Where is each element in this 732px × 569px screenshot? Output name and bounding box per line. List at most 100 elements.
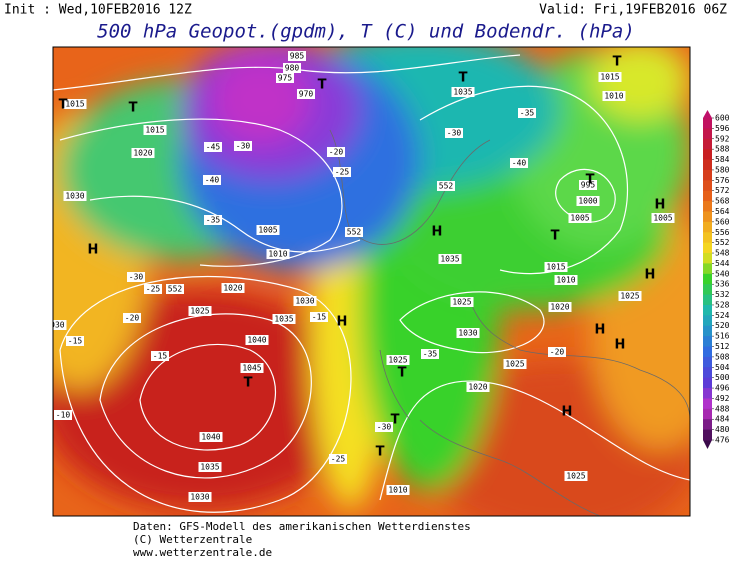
isobar-label: 1025 bbox=[452, 298, 471, 307]
colorbar-label: 572 bbox=[715, 186, 730, 195]
isobar-label: 1020 bbox=[133, 149, 152, 158]
label-box bbox=[288, 51, 306, 61]
temp-label: -40 bbox=[512, 159, 527, 168]
temp-label: -25 bbox=[146, 285, 161, 294]
isobar-label: 1015 bbox=[65, 100, 84, 109]
isobar-label: 1030 bbox=[295, 297, 314, 306]
temp-label: -40 bbox=[205, 176, 220, 185]
isobar-label: 1005 bbox=[653, 214, 672, 223]
label-box bbox=[618, 291, 642, 301]
pressure-center: H bbox=[615, 338, 626, 353]
label-box bbox=[199, 432, 223, 442]
colorbar-swatch bbox=[703, 211, 712, 223]
colorbar-swatch bbox=[703, 118, 712, 129]
colorbar-swatch bbox=[703, 149, 712, 161]
isobar-label: 1015 bbox=[600, 73, 619, 82]
isobar-label: 1040 bbox=[247, 336, 266, 345]
isobar-label: 1005 bbox=[258, 226, 277, 235]
label-box bbox=[283, 63, 301, 73]
isobar-label: 1010 bbox=[556, 276, 575, 285]
isobar-label: 1010 bbox=[388, 486, 407, 495]
colorbar-label: 532 bbox=[715, 290, 730, 299]
label-box bbox=[450, 297, 474, 307]
label-box bbox=[151, 351, 169, 361]
temp-label: -15 bbox=[312, 313, 327, 322]
label-box bbox=[143, 125, 167, 135]
label-box bbox=[63, 191, 87, 201]
colorbar-label: 584 bbox=[715, 155, 730, 164]
colorbar-label: 580 bbox=[715, 165, 730, 174]
label-box bbox=[54, 410, 72, 420]
label-box bbox=[166, 284, 184, 294]
colorbar-swatch bbox=[703, 398, 712, 410]
label-box bbox=[386, 355, 410, 365]
label-box bbox=[198, 462, 222, 472]
colorbar-label: 568 bbox=[715, 197, 730, 206]
colorbar-label: 528 bbox=[715, 300, 730, 309]
label-box bbox=[240, 363, 264, 373]
colorbar-label: 492 bbox=[715, 394, 730, 403]
isobar-label: 1025 bbox=[566, 472, 585, 481]
colorbar-swatch bbox=[703, 336, 712, 348]
pressure-center: H bbox=[562, 405, 573, 420]
colorbar-bottom-arrow bbox=[703, 440, 712, 449]
pressure-center: H bbox=[595, 323, 606, 338]
colorbar-swatch bbox=[703, 128, 712, 140]
label-box bbox=[554, 275, 578, 285]
isobar-label: 995 bbox=[581, 181, 596, 190]
colorbar-label: 484 bbox=[715, 415, 730, 424]
temp-label: -30 bbox=[129, 273, 144, 282]
temp-label: -35 bbox=[423, 350, 438, 359]
colorbar-label: 592 bbox=[715, 134, 730, 143]
label-box bbox=[568, 213, 592, 223]
temp-label: -25 bbox=[331, 455, 346, 464]
colorbar-label: 488 bbox=[715, 404, 730, 413]
temp-label: -25 bbox=[335, 168, 350, 177]
footer-line: Daten: GFS-Modell des amerikanischen Wet… bbox=[133, 520, 471, 533]
pressure-center: H bbox=[432, 225, 443, 240]
label-box bbox=[63, 99, 87, 109]
colorbar-swatch bbox=[703, 419, 712, 431]
label-box bbox=[123, 313, 141, 323]
colorbar-swatch bbox=[703, 346, 712, 358]
isobar-label: 1005 bbox=[570, 214, 589, 223]
isobar-label: 975 bbox=[278, 74, 293, 83]
pressure-center: T bbox=[586, 173, 595, 188]
colorbar-swatch bbox=[703, 388, 712, 399]
label-box bbox=[602, 91, 626, 101]
pressure-center: T bbox=[613, 55, 622, 70]
colorbar-swatch bbox=[703, 304, 712, 316]
label-box bbox=[203, 175, 221, 185]
temp-label: -35 bbox=[206, 216, 221, 225]
colorbar-swatch bbox=[703, 294, 712, 306]
isobar-label: 1025 bbox=[388, 356, 407, 365]
isobar-label: 1020 bbox=[223, 284, 242, 293]
pressure-center: H bbox=[655, 198, 666, 213]
temp-label: -20 bbox=[329, 148, 344, 157]
colorbar-label: 500 bbox=[715, 373, 730, 382]
label-box bbox=[297, 89, 315, 99]
temp-label: -15 bbox=[68, 337, 83, 346]
isobar-label: 1030 bbox=[65, 192, 84, 201]
colorbar-swatch bbox=[703, 367, 712, 379]
colorbar-label: 552 bbox=[715, 238, 730, 247]
colorbar-swatch bbox=[703, 273, 712, 285]
label-box bbox=[256, 225, 280, 235]
colorbar-label: 548 bbox=[715, 249, 730, 258]
colorbar-label: 544 bbox=[715, 259, 730, 268]
label-box bbox=[204, 142, 222, 152]
label-box bbox=[144, 284, 162, 294]
pressure-center: T bbox=[376, 445, 385, 460]
label-box bbox=[421, 349, 439, 359]
colorbar-label: 536 bbox=[715, 280, 730, 289]
label-box bbox=[518, 108, 536, 118]
label-box bbox=[127, 272, 145, 282]
pressure-center: T bbox=[318, 78, 327, 93]
label-box bbox=[345, 227, 363, 237]
pressure-center: T bbox=[244, 376, 253, 391]
isobar-label: 1035 bbox=[453, 88, 472, 97]
label-box bbox=[456, 328, 480, 338]
colorbar-label: 504 bbox=[715, 363, 730, 372]
colorbar-label: 564 bbox=[715, 207, 730, 216]
label-box bbox=[548, 347, 566, 357]
